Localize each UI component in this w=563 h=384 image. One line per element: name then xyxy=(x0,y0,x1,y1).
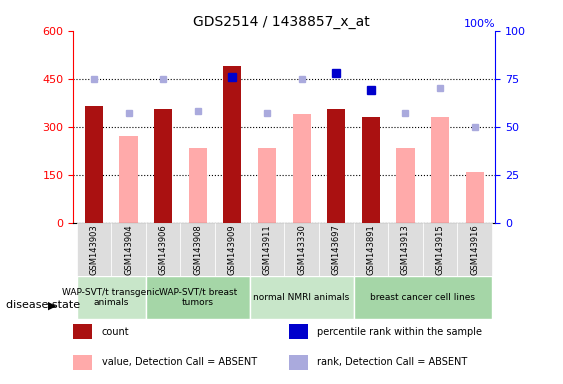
Text: GSM143915: GSM143915 xyxy=(436,224,445,275)
Bar xyxy=(258,147,276,223)
Bar xyxy=(189,147,207,223)
FancyBboxPatch shape xyxy=(284,223,319,276)
Text: breast cancer cell lines: breast cancer cell lines xyxy=(370,293,475,302)
FancyBboxPatch shape xyxy=(146,276,250,319)
FancyBboxPatch shape xyxy=(423,223,457,276)
Bar xyxy=(73,324,92,339)
Text: GSM143697: GSM143697 xyxy=(332,224,341,275)
Text: GSM143909: GSM143909 xyxy=(228,224,237,275)
Text: GSM143908: GSM143908 xyxy=(193,224,202,275)
Bar xyxy=(396,147,414,223)
FancyBboxPatch shape xyxy=(354,276,492,319)
Text: GSM143891: GSM143891 xyxy=(367,224,376,275)
Text: WAP-SVT/t transgenic
animals: WAP-SVT/t transgenic animals xyxy=(62,288,160,307)
Bar xyxy=(327,109,345,223)
Text: GSM143906: GSM143906 xyxy=(159,224,168,275)
Bar xyxy=(85,106,103,223)
FancyBboxPatch shape xyxy=(354,223,388,276)
Bar xyxy=(289,324,308,339)
Bar xyxy=(431,117,449,223)
Text: percentile rank within the sample: percentile rank within the sample xyxy=(318,327,482,337)
FancyBboxPatch shape xyxy=(77,276,146,319)
Text: WAP-SVT/t breast
tumors: WAP-SVT/t breast tumors xyxy=(159,288,237,307)
Text: normal NMRI animals: normal NMRI animals xyxy=(253,293,350,302)
Text: GSM143903: GSM143903 xyxy=(90,224,99,275)
Text: GSM143911: GSM143911 xyxy=(262,224,271,275)
Bar xyxy=(73,355,92,370)
Bar xyxy=(293,114,311,223)
FancyBboxPatch shape xyxy=(77,223,111,276)
Bar xyxy=(466,172,484,223)
FancyBboxPatch shape xyxy=(181,223,215,276)
FancyBboxPatch shape xyxy=(250,223,284,276)
Bar xyxy=(154,109,172,223)
Text: GSM143916: GSM143916 xyxy=(470,224,479,275)
Text: disease state: disease state xyxy=(6,300,80,310)
FancyBboxPatch shape xyxy=(388,223,423,276)
FancyBboxPatch shape xyxy=(146,223,181,276)
Bar xyxy=(289,355,308,370)
Bar xyxy=(119,136,137,223)
FancyBboxPatch shape xyxy=(215,223,250,276)
Text: value, Detection Call = ABSENT: value, Detection Call = ABSENT xyxy=(102,358,257,367)
Bar xyxy=(224,66,242,223)
Text: GSM143913: GSM143913 xyxy=(401,224,410,275)
Text: count: count xyxy=(102,327,129,337)
Text: GDS2514 / 1438857_x_at: GDS2514 / 1438857_x_at xyxy=(193,15,370,29)
Text: rank, Detection Call = ABSENT: rank, Detection Call = ABSENT xyxy=(318,358,467,367)
Bar xyxy=(362,117,380,223)
FancyBboxPatch shape xyxy=(111,223,146,276)
Text: GSM143904: GSM143904 xyxy=(124,224,133,275)
FancyBboxPatch shape xyxy=(457,223,492,276)
FancyBboxPatch shape xyxy=(319,223,354,276)
FancyBboxPatch shape xyxy=(250,276,354,319)
Text: ▶: ▶ xyxy=(48,300,56,310)
Text: GSM143330: GSM143330 xyxy=(297,224,306,275)
Text: 100%: 100% xyxy=(464,19,495,29)
